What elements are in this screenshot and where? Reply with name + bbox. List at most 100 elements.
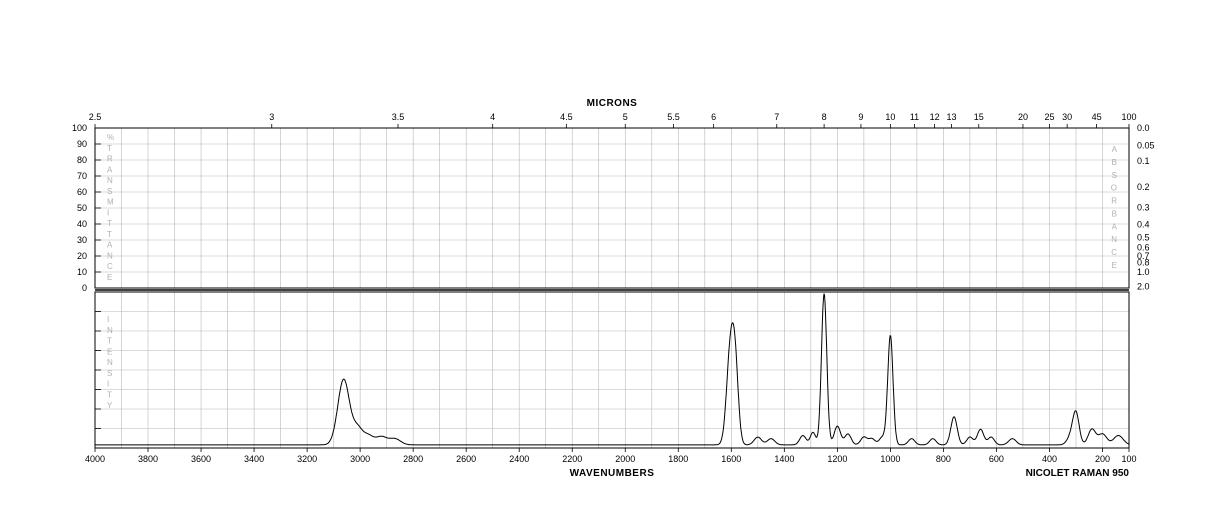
- svg-text:2800: 2800: [403, 454, 423, 464]
- svg-text:13: 13: [947, 112, 957, 122]
- svg-text:30: 30: [77, 235, 87, 245]
- svg-text:0.1: 0.1: [1137, 156, 1150, 166]
- wavenumbers-title: WAVENUMBERS: [570, 468, 655, 479]
- trace-layer: [95, 294, 1129, 445]
- svg-text:1000: 1000: [880, 454, 900, 464]
- svg-text:90: 90: [77, 139, 87, 149]
- raman-trace: [95, 294, 1129, 445]
- svg-text:A: A: [107, 165, 113, 174]
- svg-text:T: T: [107, 390, 112, 399]
- svg-text:3.5: 3.5: [392, 112, 405, 122]
- svg-text:0.4: 0.4: [1137, 219, 1150, 229]
- svg-text:40: 40: [77, 219, 87, 229]
- svg-text:12: 12: [930, 112, 940, 122]
- svg-text:2000: 2000: [615, 454, 635, 464]
- svg-text:0.05: 0.05: [1137, 140, 1155, 150]
- svg-text:10: 10: [77, 267, 87, 277]
- svg-text:E: E: [107, 347, 112, 356]
- svg-text:B: B: [1112, 209, 1117, 218]
- svg-text:0.2: 0.2: [1137, 182, 1150, 192]
- spectrum-figure: 01020304050607080901000.00.050.10.20.30.…: [0, 0, 1224, 528]
- spectrum-svg: 01020304050607080901000.00.050.10.20.30.…: [0, 0, 1224, 528]
- svg-text:3: 3: [269, 112, 274, 122]
- svg-text:3800: 3800: [138, 454, 158, 464]
- svg-text:20: 20: [77, 251, 87, 261]
- svg-text:6: 6: [711, 112, 716, 122]
- svg-text:T: T: [107, 219, 112, 228]
- svg-text:4: 4: [490, 112, 495, 122]
- svg-text:E: E: [107, 273, 112, 282]
- svg-text:2200: 2200: [562, 454, 582, 464]
- svg-text:0: 0: [82, 283, 87, 293]
- svg-text:M: M: [107, 198, 114, 207]
- svg-text:4000: 4000: [85, 454, 105, 464]
- svg-text:N: N: [107, 251, 113, 260]
- svg-text:R: R: [107, 155, 113, 164]
- svg-text:S: S: [1112, 171, 1117, 180]
- svg-text:60: 60: [77, 187, 87, 197]
- svg-text:10: 10: [885, 112, 895, 122]
- svg-text:50: 50: [77, 203, 87, 213]
- svg-text:2400: 2400: [509, 454, 529, 464]
- svg-text:1600: 1600: [721, 454, 741, 464]
- svg-text:3600: 3600: [191, 454, 211, 464]
- svg-text:Y: Y: [107, 401, 113, 410]
- svg-text:N: N: [107, 358, 113, 367]
- svg-text:5: 5: [623, 112, 628, 122]
- svg-text:O: O: [1111, 184, 1117, 193]
- svg-text:A: A: [1112, 222, 1118, 231]
- svg-text:%: %: [107, 133, 114, 142]
- svg-text:1.0: 1.0: [1137, 267, 1150, 277]
- svg-text:45: 45: [1092, 112, 1102, 122]
- brand-label: NICOLET RAMAN 950: [1026, 468, 1130, 479]
- svg-text:3000: 3000: [350, 454, 370, 464]
- svg-text:I: I: [107, 208, 109, 217]
- svg-text:E: E: [1112, 261, 1117, 270]
- svg-text:1800: 1800: [668, 454, 688, 464]
- svg-text:100: 100: [72, 123, 87, 133]
- svg-text:200: 200: [1095, 454, 1110, 464]
- svg-text:30: 30: [1062, 112, 1072, 122]
- svg-text:N: N: [107, 326, 113, 335]
- svg-text:800: 800: [936, 454, 951, 464]
- svg-text:8: 8: [822, 112, 827, 122]
- svg-text:25: 25: [1044, 112, 1054, 122]
- svg-text:1400: 1400: [774, 454, 794, 464]
- svg-text:0.5: 0.5: [1137, 232, 1150, 242]
- svg-text:N: N: [1111, 235, 1117, 244]
- svg-text:S: S: [107, 369, 112, 378]
- svg-text:R: R: [1111, 197, 1117, 206]
- svg-text:T: T: [107, 230, 112, 239]
- svg-text:C: C: [1111, 248, 1117, 257]
- svg-text:N: N: [107, 176, 113, 185]
- svg-text:2600: 2600: [456, 454, 476, 464]
- svg-text:A: A: [107, 241, 113, 250]
- svg-text:B: B: [1112, 158, 1117, 167]
- svg-text:A: A: [1112, 145, 1118, 154]
- svg-text:11: 11: [910, 112, 919, 122]
- svg-text:T: T: [107, 337, 112, 346]
- svg-text:0.0: 0.0: [1137, 123, 1150, 133]
- axes-layer: [95, 124, 1129, 452]
- svg-text:100: 100: [1121, 112, 1136, 122]
- svg-text:5.5: 5.5: [667, 112, 680, 122]
- svg-text:1200: 1200: [827, 454, 847, 464]
- svg-text:2.5: 2.5: [89, 112, 102, 122]
- svg-text:70: 70: [77, 171, 87, 181]
- svg-text:3400: 3400: [244, 454, 264, 464]
- svg-text:400: 400: [1042, 454, 1057, 464]
- svg-text:C: C: [107, 262, 113, 271]
- svg-text:600: 600: [989, 454, 1004, 464]
- svg-text:15: 15: [974, 112, 984, 122]
- svg-text:T: T: [107, 144, 112, 153]
- svg-text:I: I: [107, 380, 109, 389]
- svg-text:2.0: 2.0: [1137, 281, 1150, 291]
- svg-text:20: 20: [1018, 112, 1028, 122]
- svg-text:9: 9: [858, 112, 863, 122]
- svg-text:7: 7: [774, 112, 779, 122]
- svg-text:4.5: 4.5: [560, 112, 573, 122]
- svg-text:80: 80: [77, 155, 87, 165]
- svg-text:3200: 3200: [297, 454, 317, 464]
- microns-title: MICRONS: [587, 98, 638, 109]
- svg-text:100: 100: [1121, 454, 1136, 464]
